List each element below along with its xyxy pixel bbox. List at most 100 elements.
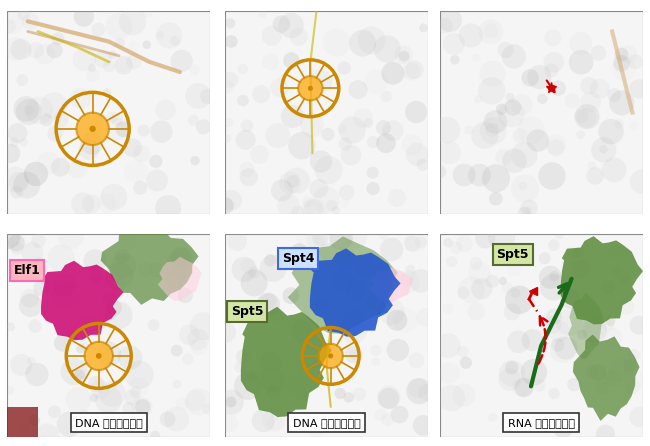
Circle shape [548, 240, 560, 251]
Text: Elf1: Elf1 [14, 264, 40, 277]
Circle shape [569, 32, 592, 55]
Circle shape [290, 28, 307, 46]
Circle shape [283, 52, 300, 69]
Circle shape [629, 407, 650, 427]
Circle shape [29, 415, 40, 426]
Text: DNA 導入トンネル: DNA 導入トンネル [75, 418, 143, 428]
Circle shape [133, 145, 150, 162]
Circle shape [511, 174, 539, 202]
Circle shape [548, 320, 570, 342]
Circle shape [8, 235, 25, 252]
Circle shape [588, 161, 596, 169]
Circle shape [185, 388, 213, 415]
Circle shape [446, 256, 458, 267]
Circle shape [8, 172, 29, 192]
Circle shape [217, 197, 234, 214]
Circle shape [128, 377, 149, 399]
Circle shape [460, 357, 472, 369]
Circle shape [340, 316, 367, 344]
Circle shape [596, 382, 609, 395]
Circle shape [386, 310, 408, 331]
Circle shape [156, 31, 164, 39]
Circle shape [406, 378, 432, 404]
Circle shape [103, 88, 111, 97]
Circle shape [1, 144, 20, 163]
Circle shape [345, 279, 366, 300]
Circle shape [502, 282, 514, 294]
Circle shape [298, 76, 322, 100]
Circle shape [278, 13, 304, 38]
Circle shape [471, 278, 492, 299]
Circle shape [94, 50, 112, 68]
Circle shape [86, 68, 99, 82]
Circle shape [609, 90, 634, 116]
FancyBboxPatch shape [439, 234, 643, 437]
Circle shape [518, 206, 531, 220]
Circle shape [575, 109, 588, 123]
Circle shape [71, 192, 94, 215]
Circle shape [380, 91, 392, 102]
Circle shape [150, 120, 173, 143]
Circle shape [478, 77, 506, 105]
Circle shape [138, 124, 150, 136]
Circle shape [408, 378, 428, 398]
Circle shape [498, 101, 525, 128]
Circle shape [83, 249, 107, 273]
Circle shape [352, 387, 366, 401]
Circle shape [553, 419, 573, 438]
Circle shape [614, 119, 624, 128]
Circle shape [282, 287, 299, 304]
Circle shape [382, 62, 404, 85]
Circle shape [513, 128, 528, 143]
Circle shape [321, 128, 335, 141]
Circle shape [301, 202, 314, 215]
FancyBboxPatch shape [7, 407, 38, 437]
Circle shape [24, 106, 34, 116]
Circle shape [124, 389, 140, 405]
Circle shape [262, 53, 279, 70]
Circle shape [457, 346, 469, 358]
Circle shape [146, 169, 168, 191]
Circle shape [318, 344, 343, 368]
Circle shape [396, 270, 420, 293]
Circle shape [29, 319, 42, 333]
Circle shape [189, 64, 200, 75]
Circle shape [575, 104, 600, 129]
Circle shape [122, 402, 135, 415]
Circle shape [225, 35, 238, 48]
Circle shape [34, 44, 55, 65]
Circle shape [349, 30, 376, 57]
Circle shape [53, 273, 76, 297]
Circle shape [142, 6, 153, 17]
FancyBboxPatch shape [225, 11, 428, 214]
Circle shape [413, 415, 434, 436]
Circle shape [215, 322, 236, 343]
Circle shape [190, 312, 218, 340]
Circle shape [31, 233, 46, 248]
Circle shape [240, 269, 268, 297]
Circle shape [95, 387, 122, 413]
Circle shape [235, 130, 255, 150]
Circle shape [240, 120, 254, 132]
Circle shape [287, 376, 311, 400]
Circle shape [604, 328, 623, 347]
Polygon shape [310, 248, 400, 337]
Circle shape [365, 296, 378, 308]
Circle shape [363, 118, 373, 128]
Circle shape [554, 230, 564, 240]
Circle shape [546, 308, 562, 324]
Circle shape [434, 165, 447, 178]
Circle shape [32, 257, 49, 274]
Circle shape [41, 92, 68, 119]
Circle shape [10, 186, 23, 198]
Circle shape [262, 408, 287, 432]
Circle shape [590, 45, 606, 61]
Circle shape [405, 101, 427, 123]
Circle shape [485, 113, 493, 121]
Circle shape [333, 271, 354, 291]
Circle shape [402, 62, 421, 81]
Circle shape [25, 96, 53, 124]
Circle shape [538, 162, 566, 190]
Circle shape [332, 206, 340, 215]
Circle shape [545, 63, 558, 78]
